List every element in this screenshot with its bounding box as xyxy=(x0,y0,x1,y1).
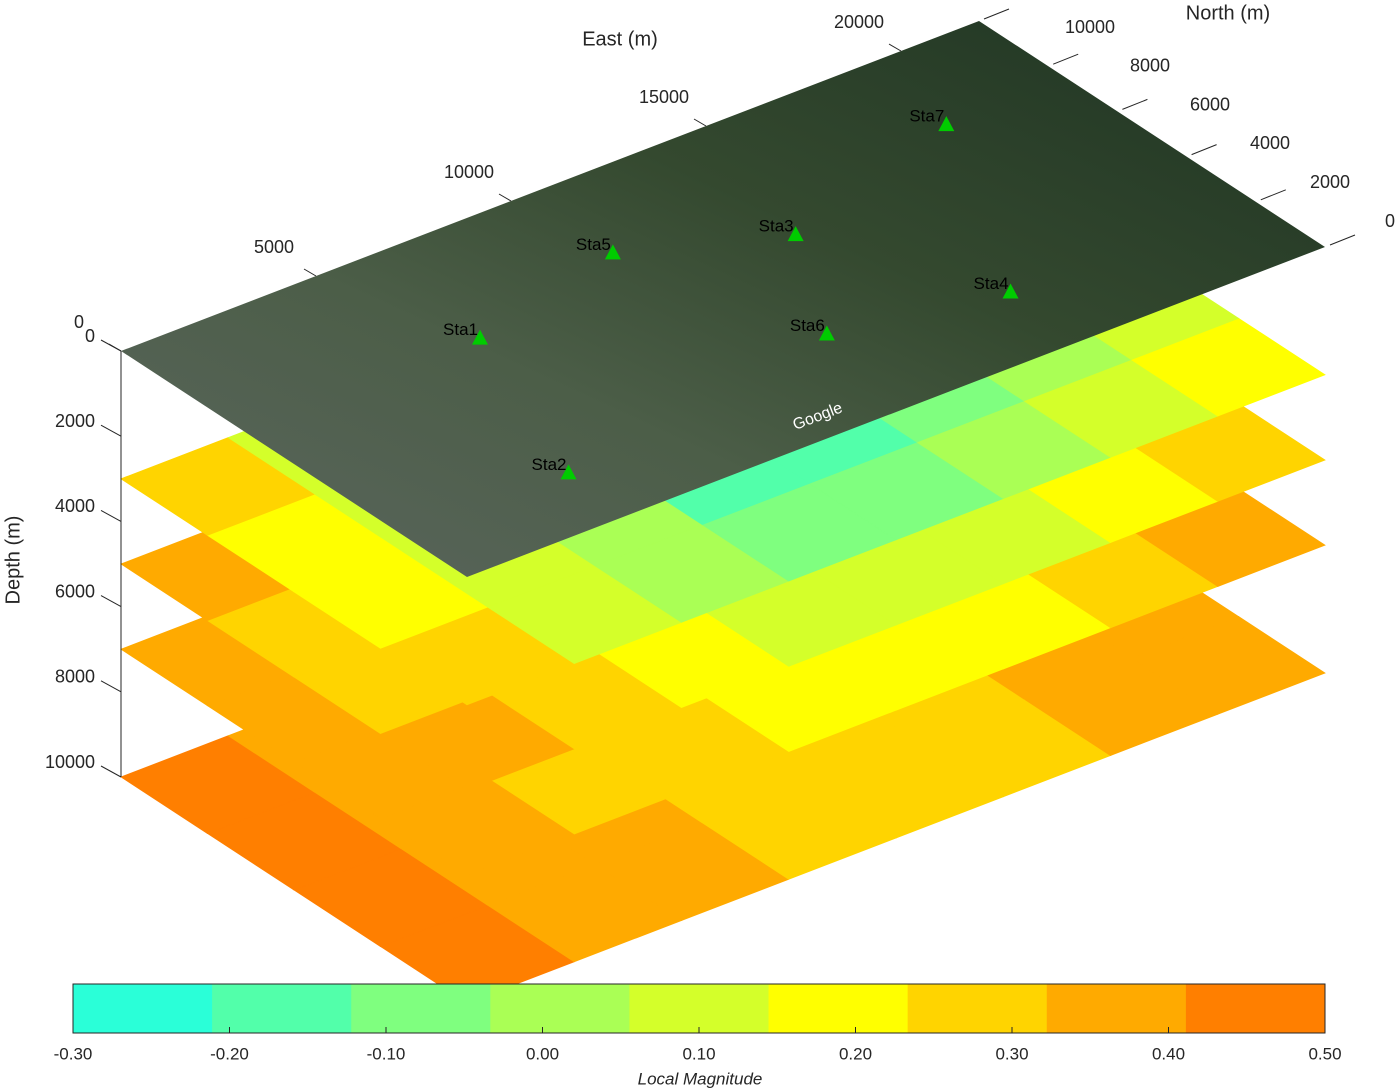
x-tick xyxy=(693,118,707,127)
y-tick-label: 4000 xyxy=(1250,133,1290,153)
z-tick-label: 6000 xyxy=(55,581,95,601)
colorbar-label: Local Magnitude xyxy=(638,1069,763,1088)
station-label: Sta6 xyxy=(790,316,825,335)
y-tick xyxy=(1260,189,1286,201)
x-tick xyxy=(498,193,512,202)
axes: 0 2000 4000 6000 8000 10000 0 5000 10000 15000 200… xyxy=(45,8,1395,778)
z-tick-label: 2000 xyxy=(55,411,95,431)
colorbar-swatch xyxy=(1046,984,1187,1033)
colorbar-swatch xyxy=(73,984,213,1033)
colorbar-swatch xyxy=(768,984,909,1033)
station-marker xyxy=(472,329,488,345)
colorbar-swatch xyxy=(907,984,1048,1033)
y-tick xyxy=(1191,144,1217,156)
colorbar-swatch xyxy=(629,984,770,1033)
station-label: Sta5 xyxy=(576,235,611,254)
z-tick xyxy=(100,509,122,522)
x-tick xyxy=(303,268,317,277)
x-tick-label: 20000 xyxy=(834,12,884,32)
y-tick xyxy=(983,8,1010,20)
y-tick xyxy=(1053,53,1079,65)
x-tick-label: 5000 xyxy=(254,237,294,257)
z-tick xyxy=(100,680,122,693)
station-label: Sta1 xyxy=(443,320,478,339)
z-tick-label: 8000 xyxy=(55,667,95,687)
z-axis-title: Depth (m) xyxy=(2,516,24,605)
colorbar-tick-label: -0.10 xyxy=(367,1044,406,1063)
y-tick-label: 0 xyxy=(1385,211,1395,231)
station-marker xyxy=(938,116,955,132)
station-marker xyxy=(604,244,621,260)
station-marker xyxy=(787,226,804,242)
colorbar-tick-label: -0.20 xyxy=(210,1044,249,1063)
station-label: Sta3 xyxy=(759,217,794,236)
z-tick xyxy=(100,765,122,778)
x-tick-label: 0 xyxy=(74,312,84,332)
station-marker xyxy=(560,464,577,480)
y-tick-label: 2000 xyxy=(1310,172,1350,192)
map-image xyxy=(121,21,1325,577)
y-tick xyxy=(1329,234,1356,246)
colorbar-swatch xyxy=(490,984,630,1033)
colorbar-swatch xyxy=(1185,984,1326,1033)
x-tick-label: 10000 xyxy=(444,162,494,182)
z-tick-label: 0 xyxy=(85,326,95,346)
z-tick-label: 10000 xyxy=(45,752,95,772)
y-tick-label: 6000 xyxy=(1190,94,1230,114)
z-tick-label: 4000 xyxy=(55,496,95,516)
x-tick xyxy=(108,343,122,352)
x-axis-title: East (m) xyxy=(582,28,658,50)
station-marker xyxy=(818,325,835,341)
colorbar: -0.30 -0.20 -0.10 0.00 0.10 0.20 0.30 0.40 0.50 xyxy=(54,983,1342,1063)
colorbar-swatch xyxy=(351,984,491,1033)
colorbar-tick-label: 0.30 xyxy=(995,1044,1028,1063)
colorbar-tick-label: 0.40 xyxy=(1152,1044,1185,1063)
station-label: Sta4 xyxy=(974,274,1009,293)
x-tick-label: 15000 xyxy=(639,87,689,107)
y-axis-title: North (m) xyxy=(1186,2,1270,24)
colorbar-tick-label: -0.30 xyxy=(54,1044,93,1063)
station-label: Sta2 xyxy=(532,455,567,474)
colorbar-tick-label: 0.10 xyxy=(682,1044,715,1063)
colorbar-tick-label: 0.20 xyxy=(839,1044,872,1063)
colorbar-tick-label: 0.00 xyxy=(526,1044,559,1063)
colorbar-swatch xyxy=(212,984,352,1033)
station-label: Sta7 xyxy=(909,107,944,126)
colorbar-tick-label: 0.50 xyxy=(1308,1044,1341,1063)
z-tick xyxy=(100,595,122,608)
y-tick-label: 8000 xyxy=(1130,56,1170,76)
x-tick xyxy=(888,43,902,52)
z-tick xyxy=(100,424,122,437)
y-tick-label: 10000 xyxy=(1065,17,1115,37)
station-marker xyxy=(1002,283,1019,299)
y-tick xyxy=(1122,98,1148,110)
